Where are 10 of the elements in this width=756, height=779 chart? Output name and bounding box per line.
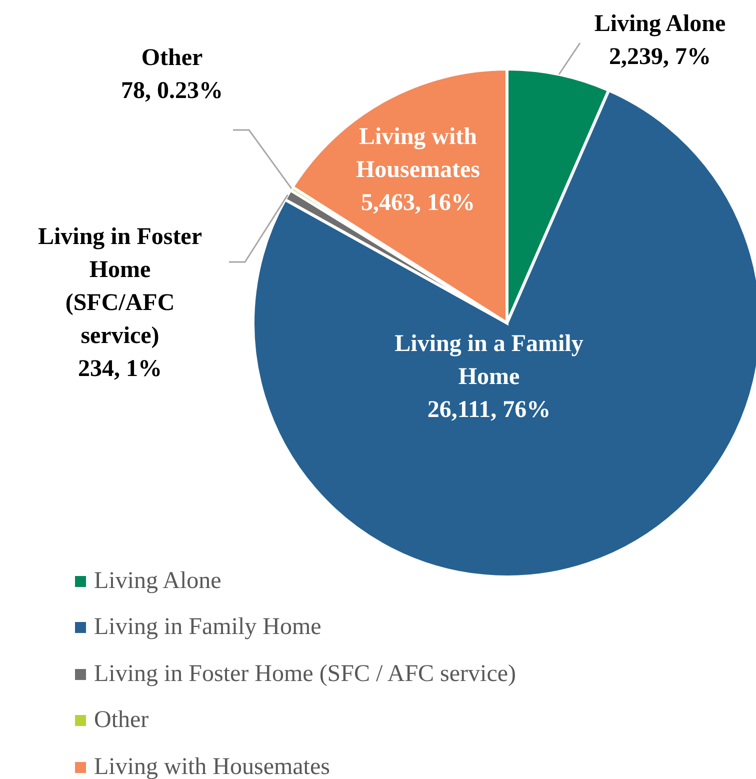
data-label: Living in Foster Home (SFC/AFC service) 234, 1% xyxy=(38,224,202,382)
legend-label: Other xyxy=(94,707,149,734)
data-label: Living in a Family Home 26,111, 76% xyxy=(394,331,584,423)
data-label: Living Alone 2,239, 7% xyxy=(594,11,726,70)
data-label: Other 78, 0.23% xyxy=(121,45,223,104)
legend-label: Living with Housemates xyxy=(94,754,330,779)
legend-label: Living in Family Home xyxy=(94,614,322,642)
legend-label: Living Alone xyxy=(94,568,222,595)
legend-label: Living in Foster Home (SFC / AFC service) xyxy=(94,660,516,688)
data-label: Living with Housemates 5,463, 16% xyxy=(356,124,480,216)
